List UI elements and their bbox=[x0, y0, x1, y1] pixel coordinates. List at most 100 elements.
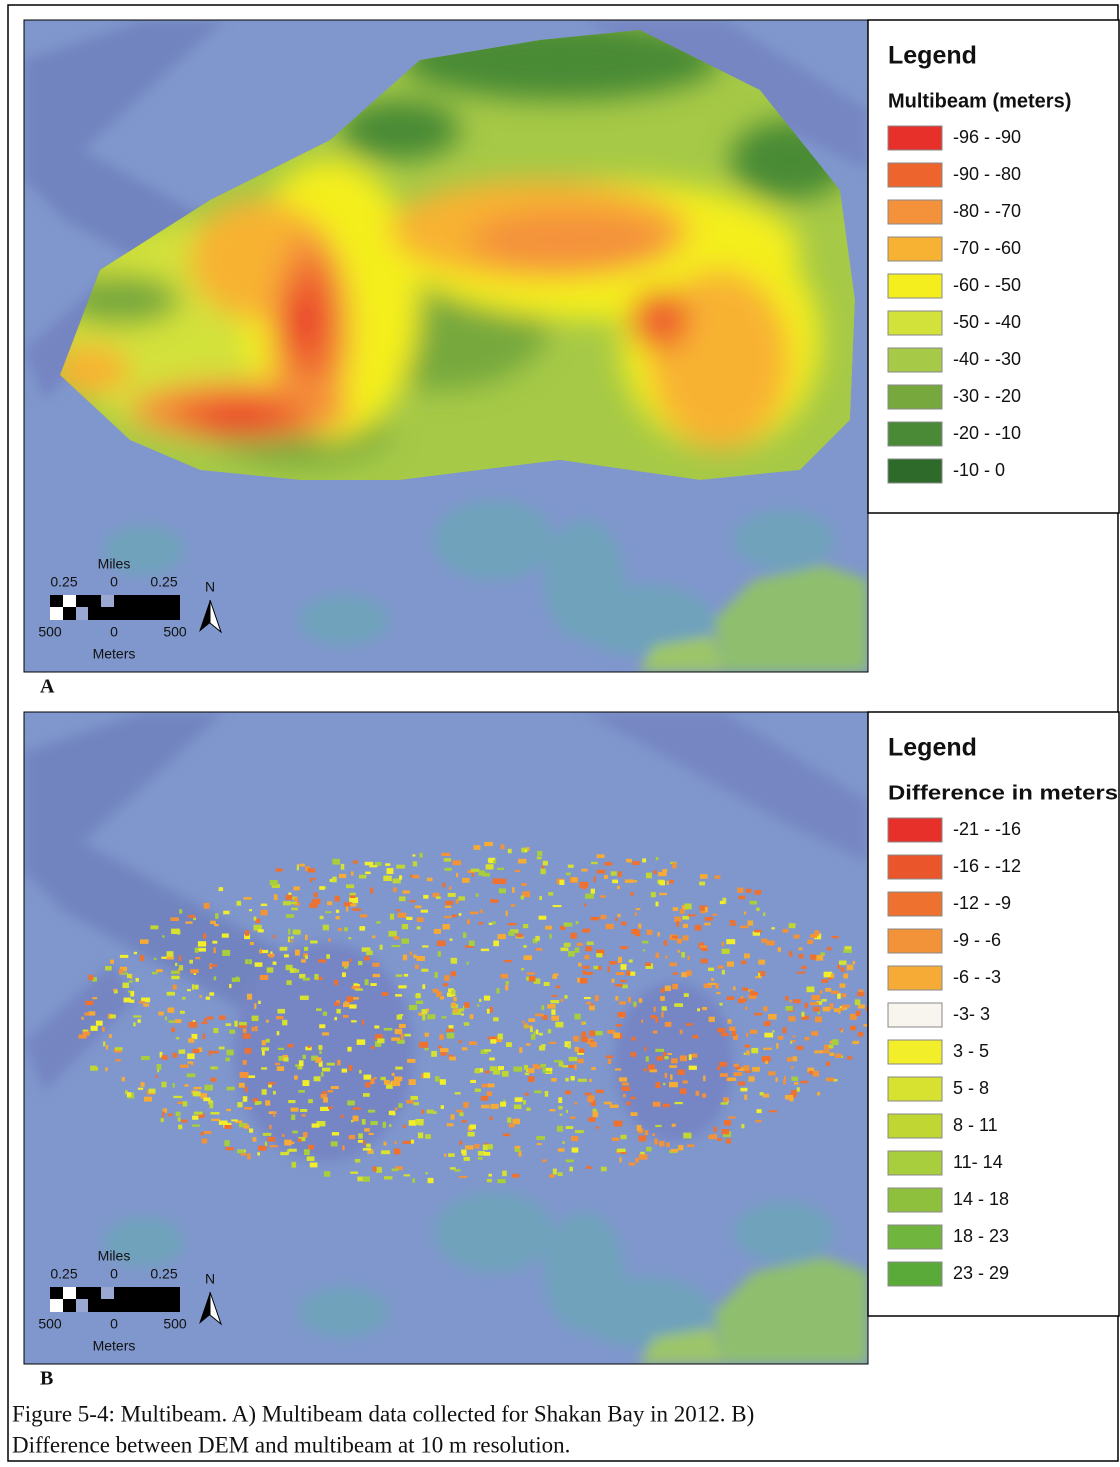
difference-patch bbox=[291, 908, 298, 911]
difference-patch bbox=[198, 941, 206, 946]
difference-patch bbox=[280, 947, 288, 951]
difference-patch bbox=[106, 1045, 108, 1050]
scale-tick-label: 500 bbox=[163, 1316, 187, 1332]
difference-patch bbox=[855, 999, 861, 1005]
difference-patch bbox=[140, 955, 144, 961]
difference-patch bbox=[434, 929, 441, 934]
difference-patch bbox=[313, 878, 316, 880]
difference-patch bbox=[438, 1046, 442, 1048]
difference-patch bbox=[671, 1058, 678, 1063]
difference-patch bbox=[229, 984, 231, 988]
difference-patch bbox=[566, 1126, 574, 1129]
difference-patch bbox=[421, 969, 428, 972]
legend-swatch bbox=[888, 1188, 942, 1212]
difference-patch bbox=[389, 1111, 395, 1115]
difference-patch bbox=[635, 913, 637, 916]
difference-patch bbox=[853, 961, 856, 964]
difference-patch bbox=[464, 1002, 470, 1008]
difference-patch bbox=[334, 1017, 337, 1020]
difference-patch bbox=[444, 868, 451, 871]
difference-patch bbox=[711, 978, 714, 981]
difference-patch bbox=[237, 901, 242, 906]
difference-patch bbox=[820, 990, 823, 994]
difference-patch bbox=[506, 981, 510, 985]
difference-patch bbox=[601, 915, 607, 919]
difference-patch bbox=[422, 1009, 428, 1014]
difference-patch bbox=[744, 1053, 746, 1055]
difference-patch bbox=[660, 996, 665, 1001]
difference-patch bbox=[560, 1114, 563, 1116]
difference-patch bbox=[364, 956, 370, 960]
difference-patch bbox=[334, 1003, 339, 1006]
difference-patch bbox=[596, 1127, 599, 1129]
difference-patch bbox=[385, 863, 390, 866]
difference-patch bbox=[286, 980, 291, 985]
difference-patch bbox=[327, 1063, 335, 1066]
difference-patch bbox=[243, 1034, 251, 1039]
difference-patch bbox=[606, 924, 614, 929]
difference-patch bbox=[396, 909, 401, 911]
difference-patch bbox=[115, 1059, 120, 1061]
difference-patch bbox=[291, 1108, 299, 1112]
difference-patch bbox=[173, 1083, 175, 1088]
difference-patch bbox=[416, 1001, 423, 1004]
difference-patch bbox=[412, 854, 415, 856]
difference-patch bbox=[615, 996, 618, 1001]
difference-patch bbox=[493, 941, 499, 947]
difference-patch bbox=[502, 1071, 509, 1077]
difference-patch bbox=[564, 943, 571, 947]
difference-patch bbox=[245, 930, 249, 936]
difference-patch bbox=[406, 1100, 413, 1103]
difference-patch bbox=[850, 1014, 857, 1020]
difference-patch bbox=[628, 997, 631, 1003]
difference-patch bbox=[604, 1102, 612, 1105]
difference-patch bbox=[654, 1139, 657, 1145]
difference-patch bbox=[713, 914, 717, 916]
difference-patch bbox=[665, 986, 671, 992]
difference-patch bbox=[586, 1002, 591, 1005]
difference-patch bbox=[657, 1056, 664, 1061]
difference-patch bbox=[724, 1120, 731, 1126]
difference-patch bbox=[192, 1116, 198, 1120]
difference-patch bbox=[392, 1073, 395, 1076]
difference-patch bbox=[670, 1074, 672, 1080]
difference-patch bbox=[180, 1011, 185, 1014]
difference-patch bbox=[799, 947, 803, 950]
difference-patch bbox=[835, 1054, 841, 1059]
difference-patch bbox=[308, 1099, 313, 1103]
difference-patch bbox=[273, 1112, 275, 1117]
difference-patch bbox=[198, 948, 206, 952]
difference-patch bbox=[718, 966, 724, 969]
difference-patch bbox=[548, 892, 553, 896]
difference-patch bbox=[477, 1004, 479, 1007]
difference-patch bbox=[581, 1032, 586, 1037]
difference-patch bbox=[746, 889, 752, 893]
difference-patch bbox=[847, 1056, 852, 1059]
difference-patch bbox=[396, 865, 405, 869]
difference-patch bbox=[237, 1102, 242, 1107]
difference-patch bbox=[412, 875, 419, 879]
legend-swatch bbox=[888, 348, 942, 372]
difference-patch bbox=[392, 945, 401, 947]
legend-swatch bbox=[888, 1077, 942, 1101]
difference-patch bbox=[665, 1073, 668, 1078]
difference-patch bbox=[384, 1142, 387, 1146]
difference-patch bbox=[193, 1091, 201, 1096]
difference-patch bbox=[203, 934, 206, 939]
scale-tick-label: 0.25 bbox=[150, 574, 177, 590]
legend-swatch bbox=[888, 1040, 942, 1064]
terrain-zone bbox=[630, 290, 690, 350]
difference-patch bbox=[589, 1079, 592, 1082]
difference-patch bbox=[615, 984, 623, 987]
difference-patch bbox=[489, 1058, 495, 1061]
difference-patch bbox=[413, 861, 417, 866]
difference-patch bbox=[415, 906, 422, 909]
difference-patch bbox=[127, 974, 132, 978]
scale-bar-cell bbox=[63, 1299, 76, 1312]
difference-patch bbox=[680, 909, 685, 914]
difference-patch bbox=[171, 1027, 175, 1032]
difference-patch bbox=[204, 903, 210, 909]
difference-patch bbox=[304, 1149, 310, 1155]
difference-patch bbox=[785, 996, 788, 1000]
difference-patch bbox=[489, 1174, 493, 1177]
